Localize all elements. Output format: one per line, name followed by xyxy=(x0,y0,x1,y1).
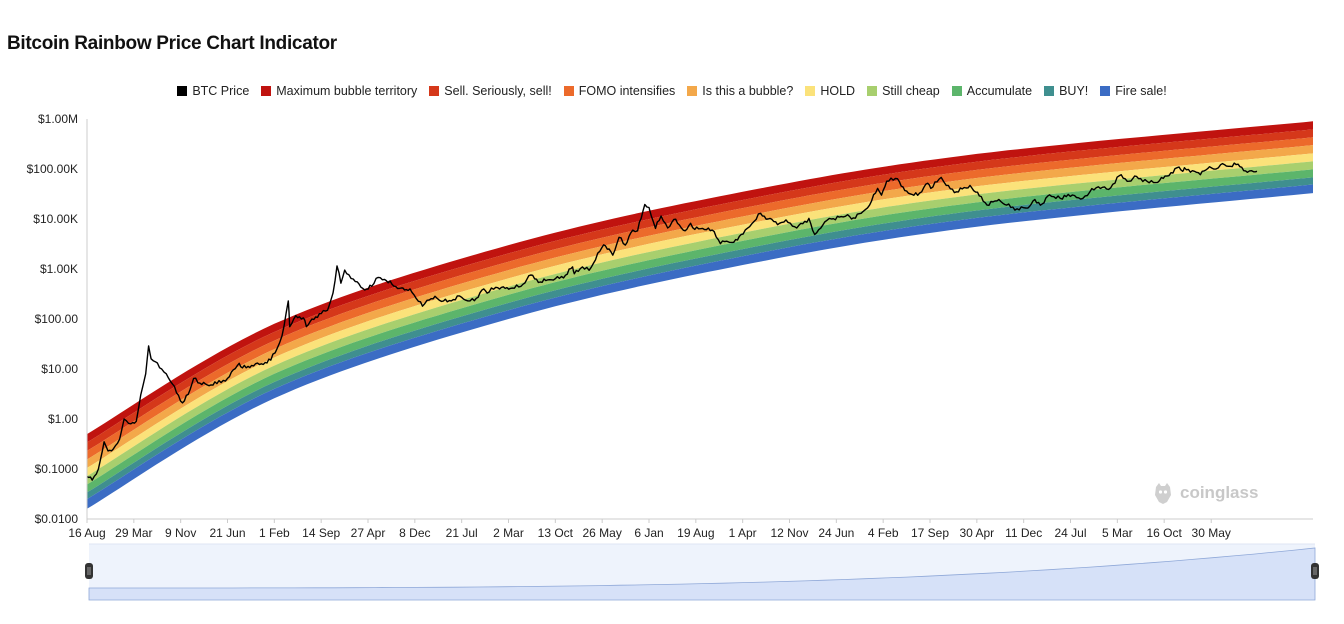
legend-swatch xyxy=(429,86,440,96)
x-tick-label: 27 Apr xyxy=(351,526,386,540)
x-tick-label: 24 Jun xyxy=(818,526,854,540)
legend-swatch xyxy=(687,86,698,96)
grip-icon xyxy=(1311,563,1319,579)
x-tick-label: 6 Jan xyxy=(634,526,663,540)
legend-swatch xyxy=(1100,86,1111,96)
legend-swatch xyxy=(951,86,962,96)
y-tick-label: $10.00K xyxy=(33,212,78,226)
x-tick-label: 19 Aug xyxy=(677,526,714,540)
x-tick-label: 30 May xyxy=(1192,526,1231,540)
x-tick-label: 21 Jun xyxy=(209,526,245,540)
x-tick-label: 30 Apr xyxy=(959,526,994,540)
x-tick-label: 17 Sep xyxy=(911,526,949,540)
legend-label: Maximum bubble territory xyxy=(276,84,418,98)
x-tick-label: 9 Nov xyxy=(165,526,196,540)
legend-item[interactable]: HOLD xyxy=(805,84,855,98)
y-tick-label: $100.00K xyxy=(27,162,78,176)
legend-item[interactable]: Fire sale! xyxy=(1100,84,1167,98)
legend-item[interactable]: Maximum bubble territory xyxy=(261,84,417,98)
x-tick-label: 12 Nov xyxy=(770,526,808,540)
x-tick-label: 26 May xyxy=(582,526,621,540)
legend-item[interactable]: BUY! xyxy=(1044,84,1088,98)
x-tick-label: 1 Apr xyxy=(729,526,757,540)
chart-title: Bitcoin Rainbow Price Chart Indicator xyxy=(7,33,337,54)
y-tick-label: $0.1000 xyxy=(35,462,79,476)
navigator-handle-left[interactable] xyxy=(85,563,93,579)
legend-label: HOLD xyxy=(820,84,856,98)
x-tick-label: 4 Feb xyxy=(868,526,899,540)
legend-label: BUY! xyxy=(1059,84,1089,98)
x-tick-label: 5 Mar xyxy=(1102,526,1133,540)
grip-icon xyxy=(85,563,93,579)
watermark-text: coinglass xyxy=(1180,483,1259,502)
legend-swatch xyxy=(261,86,272,96)
chart-legend: BTC Price Maximum bubble territory Sell. S… xyxy=(0,84,1344,98)
y-tick-label: $0.0100 xyxy=(35,512,79,526)
x-tick-label: 1 Feb xyxy=(259,526,290,540)
navigator-area xyxy=(88,547,1316,601)
x-tick-label: 29 Mar xyxy=(115,526,152,540)
legend-item[interactable]: FOMO intensifies xyxy=(563,84,676,98)
y-tick-label: $1.00M xyxy=(38,112,78,126)
y-tick-label: $10.00 xyxy=(41,362,78,376)
x-tick-label: 2 Mar xyxy=(493,526,524,540)
legend-label: Is this a bubble? xyxy=(702,84,794,98)
x-tick-label: 16 Aug xyxy=(68,526,105,540)
legend-swatch xyxy=(177,86,188,96)
legend-swatch xyxy=(563,86,574,96)
legend-item[interactable]: BTC Price xyxy=(177,84,249,98)
x-tick-label: 21 Jul xyxy=(446,526,478,540)
legend-swatch xyxy=(867,86,878,96)
legend-item[interactable]: Is this a bubble? xyxy=(687,84,793,98)
legend-swatch xyxy=(805,86,816,96)
y-tick-label: $1.00 xyxy=(48,412,78,426)
navigator-handle-right[interactable] xyxy=(1311,563,1319,579)
rainbow-bands xyxy=(87,121,1313,509)
y-tick-label: $100.00 xyxy=(35,312,79,326)
coinglass-logo-icon xyxy=(1155,483,1171,504)
x-tick-label: 24 Jul xyxy=(1054,526,1086,540)
x-tick-label: 13 Oct xyxy=(538,526,574,540)
legend-label: Sell. Seriously, sell! xyxy=(444,84,552,98)
x-tick-label: 16 Oct xyxy=(1146,526,1182,540)
legend-label: Fire sale! xyxy=(1115,84,1167,98)
legend-swatch xyxy=(1044,86,1055,96)
legend-item[interactable]: Sell. Seriously, sell! xyxy=(429,84,552,98)
btc-price-line xyxy=(86,162,1258,481)
legend-label: BTC Price xyxy=(192,84,250,98)
coinglass-watermark: coinglass xyxy=(1152,481,1258,505)
legend-item[interactable]: Accumulate xyxy=(951,84,1033,98)
x-tick-label: 8 Dec xyxy=(399,526,430,540)
x-tick-label: 14 Sep xyxy=(302,526,340,540)
legend-label: FOMO intensifies xyxy=(578,84,676,98)
legend-label: Still cheap xyxy=(882,84,940,98)
y-tick-label: $1.00K xyxy=(40,262,78,276)
x-tick-label: 11 Dec xyxy=(1005,526,1042,540)
legend-item[interactable]: Still cheap xyxy=(867,84,940,98)
legend-label: Accumulate xyxy=(966,84,1033,98)
